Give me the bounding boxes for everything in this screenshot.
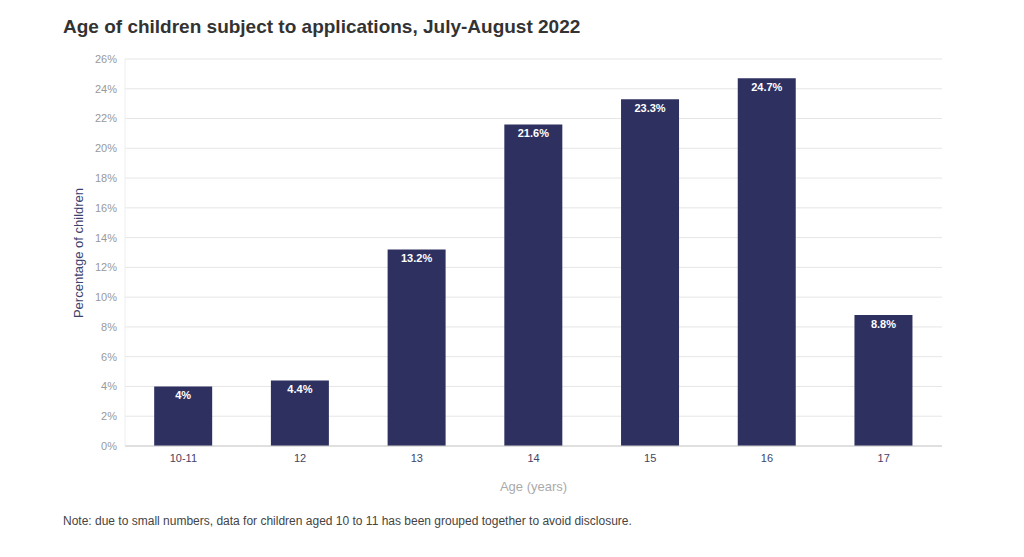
- html-text:Age (years): Age (years): [499, 479, 568, 494]
- svg-text:24%: 24%: [95, 83, 117, 95]
- svg-text:8%: 8%: [101, 321, 117, 333]
- svg-text:13: 13: [411, 452, 423, 464]
- svg-text:21.6%: 21.6%: [518, 127, 549, 139]
- svg-text:18%: 18%: [95, 172, 117, 184]
- svg-text:10-11: 10-11: [170, 452, 197, 464]
- svg-text:26%: 26%: [95, 53, 117, 65]
- svg-text:15: 15: [644, 452, 656, 464]
- svg-text:4%: 4%: [101, 380, 117, 392]
- html-text:Note: due to small numbers, da: Note: due to small numbers, data for chi…: [63, 514, 632, 528]
- svg-text:8.8%: 8.8%: [871, 318, 896, 330]
- svg-text:14%: 14%: [95, 232, 117, 244]
- svg-text:12%: 12%: [95, 261, 117, 273]
- html-text:Percentage of children: Percentage of children: [70, 187, 86, 318]
- svg-text:12: 12: [294, 452, 306, 464]
- svg-text:2%: 2%: [101, 410, 117, 422]
- svg-text:22%: 22%: [95, 112, 117, 124]
- svg-text:13.2%: 13.2%: [401, 252, 432, 264]
- svg-text:14: 14: [527, 452, 539, 464]
- svg-text:0%: 0%: [101, 440, 117, 452]
- svg-text:10%: 10%: [95, 291, 117, 303]
- svg-text:20%: 20%: [95, 142, 117, 154]
- svg-text:16: 16: [761, 452, 773, 464]
- svg-text:24.7%: 24.7%: [751, 81, 782, 93]
- svg-text:23.3%: 23.3%: [634, 102, 665, 114]
- svg-text:16%: 16%: [95, 202, 117, 214]
- svg-text:4%: 4%: [175, 389, 191, 401]
- svg-text:17: 17: [878, 452, 890, 464]
- svg-text:4.4%: 4.4%: [287, 383, 312, 395]
- html-text:Age of children subject to app: Age of children subject to applications,…: [63, 16, 581, 37]
- svg-text:6%: 6%: [101, 351, 117, 363]
